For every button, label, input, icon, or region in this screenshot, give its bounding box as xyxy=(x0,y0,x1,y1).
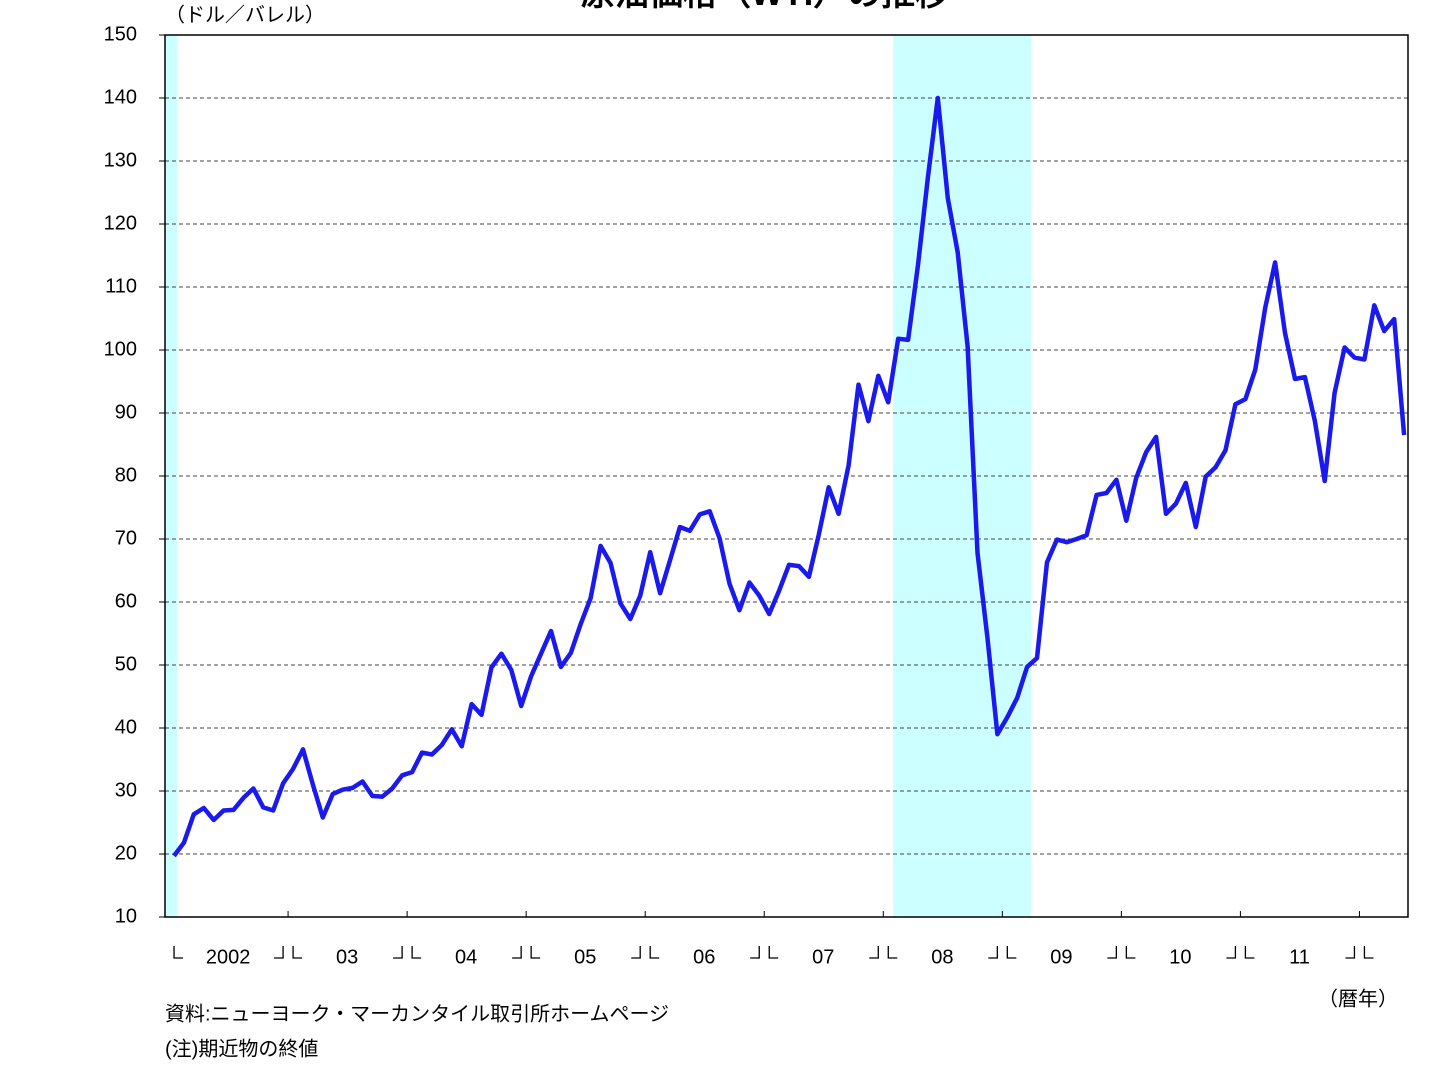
year-bracket xyxy=(1363,946,1374,959)
year-bracket xyxy=(631,946,641,959)
year-bracket xyxy=(512,946,522,959)
year-bracket xyxy=(1226,946,1237,959)
y-tick-label: 150 xyxy=(104,23,137,45)
y-tick-label: 70 xyxy=(115,527,137,549)
plot-frame xyxy=(164,34,1409,918)
year-bracket xyxy=(530,946,541,959)
x-tick-label: 03 xyxy=(336,946,358,968)
source-note: 資料:ニューヨーク・マーカンタイル取引所ホームページ xyxy=(165,1002,669,1025)
y-tick-label: 100 xyxy=(104,338,137,360)
year-bracket xyxy=(1107,946,1118,959)
year-bracket xyxy=(393,946,403,959)
x-tick-label: 09 xyxy=(1050,946,1072,968)
y-tick-label: 80 xyxy=(115,464,137,486)
year-bracket xyxy=(1244,946,1255,959)
year-bracket xyxy=(1006,946,1017,959)
year-bracket xyxy=(869,946,879,959)
y-tick-label: 90 xyxy=(115,401,137,423)
x-axis-label: （暦年） xyxy=(1318,987,1398,1010)
x-tick-label: 11 xyxy=(1289,946,1310,968)
y-tick-label: 50 xyxy=(115,653,137,675)
year-bracket xyxy=(274,946,284,959)
y-tick-label: 30 xyxy=(115,779,137,801)
year-bracket xyxy=(292,946,303,959)
year-bracket xyxy=(411,946,422,959)
footnote: (注)期近物の終値 xyxy=(165,1037,318,1060)
y-tick-label: 120 xyxy=(104,212,137,234)
price-line xyxy=(172,95,1407,858)
y-tick-label: 60 xyxy=(115,590,137,612)
y-tick-label: 140 xyxy=(104,86,137,108)
year-bracket xyxy=(887,946,898,959)
y-tick-label: 110 xyxy=(105,275,137,297)
y-tick-label: 130 xyxy=(104,149,137,171)
x-tick-label: 2002 xyxy=(206,946,251,968)
chart-title: 原油価格（WTI）の推移 xyxy=(581,0,949,13)
x-tick-label: 07 xyxy=(812,946,834,968)
year-bracket xyxy=(750,946,760,959)
year-bracket xyxy=(173,946,184,959)
year-bracket xyxy=(649,946,660,959)
y-tick-label: 10 xyxy=(115,905,137,927)
x-tick-label: 06 xyxy=(693,946,715,968)
shaded-period xyxy=(893,35,1032,917)
x-tick-label: 05 xyxy=(574,946,596,968)
year-bracket xyxy=(1125,946,1136,959)
shaded-period xyxy=(165,35,177,917)
year-bracket xyxy=(1345,946,1356,959)
y-tick-label: 40 xyxy=(115,716,137,738)
x-tick-label: 08 xyxy=(931,946,953,968)
year-bracket xyxy=(768,946,779,959)
y-axis-label: （ドル／バレル） xyxy=(165,3,325,26)
x-tick-label: 10 xyxy=(1169,946,1191,968)
year-bracket xyxy=(988,946,998,959)
x-tick-label: 04 xyxy=(455,946,477,968)
y-tick-label: 20 xyxy=(115,842,137,864)
